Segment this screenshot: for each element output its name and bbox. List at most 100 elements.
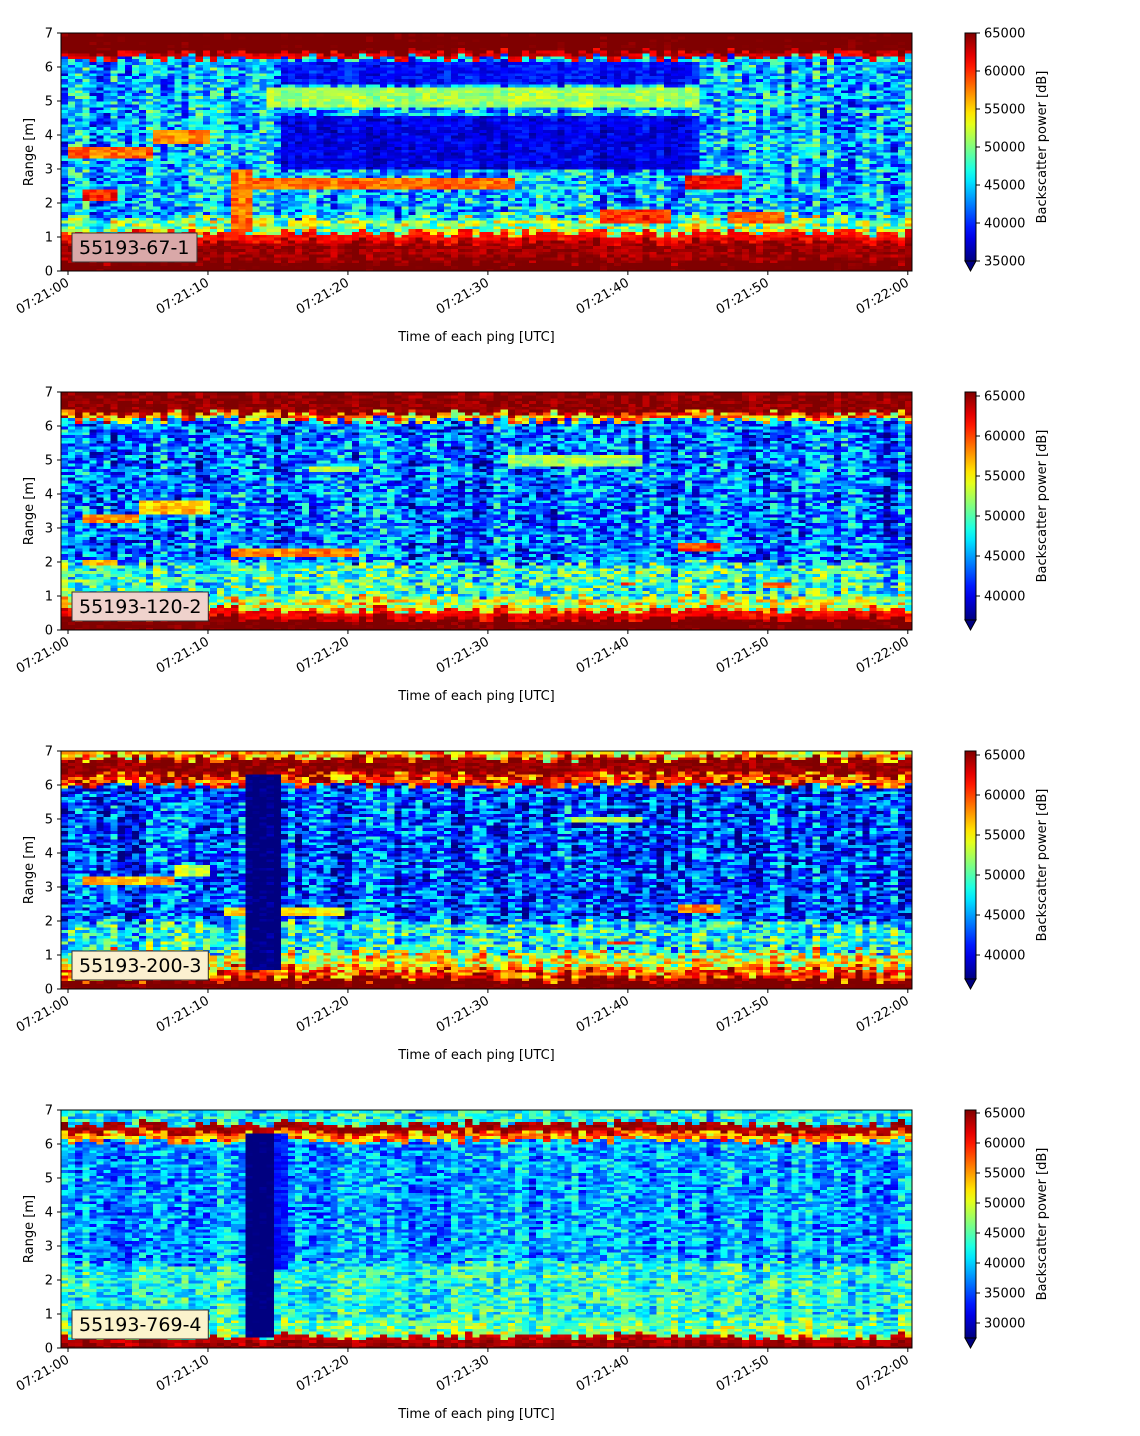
x-axis-label: Time of each ping [UTC] (397, 1048, 555, 1063)
colorbar-tick-label: 65000 (984, 27, 1025, 42)
y-tick-label: 2 (45, 1274, 53, 1289)
x-tick-label: 07:21:00 (14, 993, 72, 1035)
heatmap-cells (61, 33, 912, 271)
y-tick-label: 1 (45, 231, 53, 246)
x-tick-label: 07:21:40 (574, 1352, 632, 1394)
y-axis-label: Range [m] (22, 1195, 37, 1263)
x-tick-label: 07:21:40 (574, 634, 632, 676)
colorbar-extend-min (964, 619, 977, 632)
colorbar-tick-label: 60000 (984, 430, 1025, 445)
echogram-panel-3: 0 1 2 3 4 5 6 7 07:21:00 07:21:10 07:21:20 07:21:30… (14, 745, 1050, 1064)
y-tick-label: 4 (45, 1206, 53, 1221)
colorbar-label: Backscatter power [dB] (1035, 1148, 1050, 1301)
colorbar-tick-label: 35000 (984, 1287, 1025, 1302)
y-axis-label: Range [m] (22, 477, 37, 545)
colorbar-tick-label: 45000 (984, 179, 1025, 194)
x-tick-label: 07:21:50 (714, 275, 772, 317)
x-tick-label: 07:21:10 (154, 634, 212, 676)
y-tick-label: 5 (45, 1172, 53, 1187)
colorbar-label: Backscatter power [dB] (1035, 789, 1050, 942)
colorbar-tick-label: 55000 (984, 470, 1025, 485)
y-tick-label: 6 (45, 61, 53, 76)
y-tick-label: 0 (45, 983, 53, 998)
colorbar-tick-label: 45000 (984, 909, 1025, 924)
y-axis-label: Range [m] (22, 118, 37, 186)
x-tick-label: 07:21:20 (294, 275, 352, 317)
heatmap-cells (61, 751, 912, 989)
colorbar-tick-label: 40000 (984, 949, 1025, 964)
x-tick-label: 07:22:00 (854, 993, 912, 1035)
colorbar-tick-label: 50000 (984, 510, 1025, 525)
x-tick-label: 07:21:30 (434, 993, 492, 1035)
y-tick-label: 3 (45, 1240, 53, 1255)
y-tick-label: 4 (45, 129, 53, 144)
y-tick-label: 0 (45, 265, 53, 280)
x-tick-label: 07:21:00 (14, 275, 72, 317)
colorbar-tick-label: 55000 (984, 829, 1025, 844)
echogram-panel-1: 0 1 2 3 4 5 6 7 07:21:00 07:21:10 07:21:20 07:21:30… (14, 27, 1050, 346)
heatmap-cells (61, 1110, 912, 1348)
colorbar-tick-label: 40000 (984, 217, 1025, 232)
x-tick-label: 07:21:40 (574, 275, 632, 317)
x-axis-label: Time of each ping [UTC] (397, 330, 555, 345)
y-tick-label: 1 (45, 590, 53, 605)
station-label: 55193-769-4 (71, 1309, 209, 1340)
colorbar (964, 1109, 977, 1339)
y-tick-label: 5 (45, 454, 53, 469)
y-tick-label: 7 (45, 386, 53, 401)
colorbar-tick-label: 55000 (984, 103, 1025, 118)
colorbar-extend-min (964, 260, 977, 273)
colorbar-tick-label: 40000 (984, 1257, 1025, 1272)
y-tick-label: 4 (45, 847, 53, 862)
colorbar-tick-label: 65000 (984, 390, 1025, 405)
x-tick-label: 07:21:00 (14, 1352, 72, 1394)
y-tick-label: 7 (45, 1104, 53, 1119)
x-tick-label: 07:21:40 (574, 993, 632, 1035)
axes-frame (60, 391, 913, 631)
axes-frame (60, 32, 913, 272)
y-tick-label: 3 (45, 522, 53, 537)
colorbar (964, 750, 977, 980)
x-tick-label: 07:21:00 (14, 634, 72, 676)
echogram-panel-2: 0 1 2 3 4 5 6 7 07:21:00 07:21:10 07:21:20 07:21:30… (14, 386, 1050, 705)
y-tick-label: 2 (45, 197, 53, 212)
x-tick-label: 07:21:20 (294, 634, 352, 676)
y-tick-label: 4 (45, 488, 53, 503)
y-tick-label: 5 (45, 813, 53, 828)
x-tick-label: 07:21:30 (434, 634, 492, 676)
colorbar-tick-label: 55000 (984, 1167, 1025, 1182)
colorbar (964, 391, 977, 621)
x-tick-label: 07:21:30 (434, 275, 492, 317)
y-tick-label: 7 (45, 745, 53, 760)
y-tick-label: 1 (45, 1308, 53, 1323)
y-tick-label: 1 (45, 949, 53, 964)
y-tick-label: 3 (45, 881, 53, 896)
colorbar-extend-min (964, 978, 977, 991)
colorbar-label: Backscatter power [dB] (1035, 71, 1050, 224)
x-tick-label: 07:22:00 (854, 275, 912, 317)
colorbar-tick-label: 65000 (984, 749, 1025, 764)
station-label: 55193-200-3 (71, 950, 209, 981)
x-tick-label: 07:21:10 (154, 993, 212, 1035)
colorbar-tick-label: 60000 (984, 65, 1025, 80)
colorbar-tick-label: 30000 (984, 1317, 1025, 1332)
x-tick-label: 07:22:00 (854, 634, 912, 676)
colorbar-tick-label: 60000 (984, 1137, 1025, 1152)
y-tick-label: 2 (45, 915, 53, 930)
x-tick-label: 07:21:20 (294, 1352, 352, 1394)
colorbar-label: Backscatter power [dB] (1035, 430, 1050, 583)
y-tick-label: 3 (45, 163, 53, 178)
colorbar-tick-label: 40000 (984, 590, 1025, 605)
x-tick-label: 07:22:00 (854, 1352, 912, 1394)
x-axis-label: Time of each ping [UTC] (397, 689, 555, 704)
y-tick-label: 2 (45, 556, 53, 571)
axes-frame (60, 750, 913, 990)
y-tick-label: 0 (45, 624, 53, 639)
x-tick-label: 07:21:20 (294, 993, 352, 1035)
colorbar-tick-label: 60000 (984, 789, 1025, 804)
x-tick-label: 07:21:50 (714, 993, 772, 1035)
echogram-panel-4: 0 1 2 3 4 5 6 7 07:21:00 07:21:10 07:21:20 07:21:30… (14, 1104, 1050, 1423)
station-label: 55193-67-1 (71, 232, 198, 263)
y-tick-label: 0 (45, 1342, 53, 1357)
